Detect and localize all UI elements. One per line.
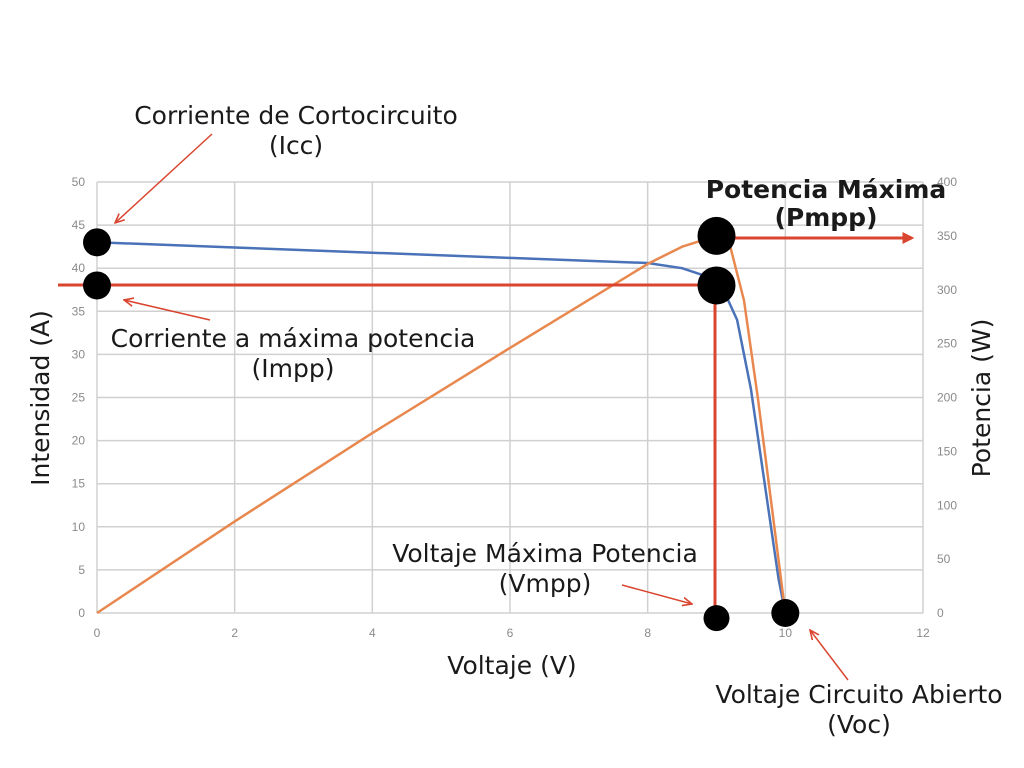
marker-impp (83, 271, 111, 300)
impp-pointer-arrow (124, 300, 211, 321)
y-left-tick-label: 35 (72, 304, 86, 318)
key-point-markers (83, 216, 800, 632)
icc-annotation-line1: Corriente de Cortocircuito (134, 101, 458, 130)
x-tick-label: 8 (644, 626, 651, 640)
y-left-tick-label: 15 (72, 477, 86, 491)
marker-vmpp (703, 605, 730, 632)
annotation-vmpp: Voltaje Máxima Potencia (Vmpp) (392, 539, 698, 598)
guide-lines (58, 232, 915, 618)
icc-pointer-arrow (115, 133, 213, 223)
voc-annotation-line1: Voltaje Circuito Abierto (715, 680, 1002, 709)
vmpp-pointer-arrow (621, 584, 692, 604)
vmpp-annotation-line2: (Vmpp) (499, 569, 592, 598)
icc-annotation-line2: (Icc) (269, 131, 323, 160)
impp-annotation-line1: Corriente a máxima potencia (111, 324, 476, 353)
marker-pmpp (697, 216, 736, 255)
x-axis-label: Voltaje (V) (447, 651, 576, 680)
y-left-tick-label: 40 (72, 261, 86, 275)
pmpp-annotation-line2: (Pmpp) (774, 203, 877, 232)
pmpp-annotation-line1: Potencia Máxima (706, 175, 947, 204)
y-axis-left-label: Intensidad (A) (26, 310, 55, 486)
x-tick-label: 0 (94, 626, 101, 640)
marker-icc (83, 228, 111, 257)
y-right-tick-label: 350 (937, 229, 957, 243)
marker-mpp-current (697, 266, 736, 305)
y-left-tick-label: 30 (72, 347, 86, 361)
annotation-impp: Corriente a máxima potencia (Impp) (111, 324, 476, 383)
y-axis-right-label: Potencia (W) (967, 319, 996, 478)
y-right-tick-label: 200 (937, 391, 957, 405)
y-left-tick-label: 5 (78, 563, 85, 577)
y-left-tick-label: 10 (72, 520, 86, 534)
y-right-tick-label: 250 (937, 337, 957, 351)
voc-annotation-line2: (Voc) (827, 710, 891, 739)
y-right-tick-label: 50 (937, 552, 951, 566)
x-tick-label: 4 (369, 626, 376, 640)
y-right-tick-label: 0 (937, 606, 944, 620)
x-tick-label: 2 (231, 626, 238, 640)
y-right-tick-label: 150 (937, 444, 957, 458)
y-right-tick-label: 300 (937, 283, 957, 297)
annotation-arrows (115, 133, 849, 681)
annotation-icc: Corriente de Cortocircuito (Icc) (134, 101, 458, 160)
y-right-tick-label: 100 (937, 498, 957, 512)
y-left-tick-label: 0 (78, 606, 85, 620)
y-left-tick-label: 20 (72, 434, 86, 448)
annotation-voc: Voltaje Circuito Abierto (Voc) (715, 680, 1002, 739)
x-tick-label: 10 (779, 626, 793, 640)
voc-pointer-arrow (810, 630, 849, 681)
y-left-tick-label: 25 (72, 391, 86, 405)
x-tick-label: 6 (507, 626, 514, 640)
annotation-pmpp: Potencia Máxima (Pmpp) (706, 175, 947, 232)
marker-voc (771, 599, 800, 627)
y-left-tick-label: 50 (72, 175, 86, 189)
vmpp-annotation-line1: Voltaje Máxima Potencia (392, 539, 698, 568)
y-left-tick-label: 45 (72, 218, 86, 232)
y-right-tick-label: 400 (937, 175, 957, 189)
tick-labels: 0 5 10 15 20 25 30 35 40 45 50 0 2 4 6 8 10 12 0 50 100 150 20… (72, 175, 958, 640)
impp-annotation-line2: (Impp) (252, 354, 335, 383)
x-tick-label: 12 (916, 626, 930, 640)
